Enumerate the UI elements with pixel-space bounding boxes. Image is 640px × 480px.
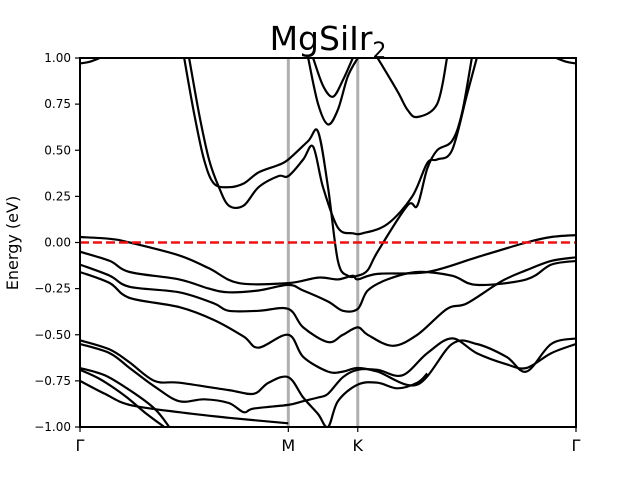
band-13 (312, 58, 354, 98)
band-8 (80, 250, 576, 313)
band-12 (307, 58, 359, 126)
band-3 (80, 368, 165, 427)
y-tick-label-5: −0.25 (34, 282, 71, 296)
y-tick-label-3: 0.25 (44, 189, 71, 203)
y-tick-label-7: −0.75 (34, 374, 71, 388)
kpoint-label-1: M (281, 436, 295, 455)
band-9 (80, 234, 576, 286)
kpoint-label-0: Γ (76, 436, 85, 455)
y-tick-label-6: −0.50 (34, 328, 71, 342)
band-4 (80, 339, 428, 427)
band-2 (80, 366, 171, 427)
band-7 (80, 256, 576, 347)
band-10 (188, 58, 478, 236)
band-6 (80, 270, 576, 387)
band-11 (183, 58, 473, 279)
y-tick-label-8: −1.00 (34, 420, 71, 434)
y-axis-label: Energy (eV) (3, 196, 22, 290)
band-14 (376, 58, 449, 119)
bands-group (80, 58, 576, 427)
plot-area: 1.00 0.75 0.50 0.25 0.00 −0.25 −0.50 −0.75 −1.00… (34, 51, 580, 455)
kpoint-label-3: Γ (572, 436, 581, 455)
y-tick-label-1: 0.75 (44, 97, 71, 111)
band-1 (80, 379, 289, 425)
band-5 (80, 337, 576, 414)
chart-title-main: MgSiIr (270, 19, 373, 58)
y-tick-label-4: 0.00 (44, 236, 71, 250)
y-tick-label-2: 0.50 (44, 143, 71, 157)
y-tick-label-0: 1.00 (44, 51, 71, 65)
kpoint-label-2: K (353, 436, 364, 455)
